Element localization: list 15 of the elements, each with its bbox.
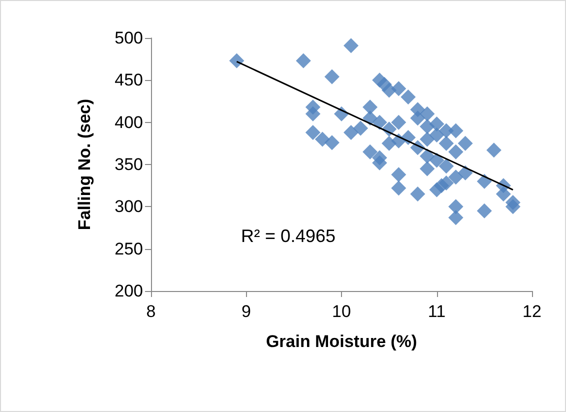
y-tick-label: 350 [114, 155, 143, 174]
x-tick-label: 8 [146, 302, 156, 321]
y-axis-title: Falling No. (sec) [75, 98, 94, 230]
x-axis-title: Grain Moisture (%) [266, 332, 418, 351]
y-tick-label: 300 [114, 197, 143, 216]
x-tick-label: 9 [242, 302, 251, 321]
x-tick-label: 12 [522, 302, 542, 321]
y-tick-label: 200 [114, 282, 143, 300]
y-tick-label: 500 [114, 28, 143, 48]
annotation: R² = 0.4965 [241, 226, 336, 246]
x-tick-label: 10 [332, 302, 351, 321]
x-tick-label: 11 [428, 302, 446, 321]
y-tick-label: 250 [114, 239, 143, 258]
y-tick-label: 400 [114, 112, 143, 132]
y-tick-label: 450 [114, 70, 143, 90]
